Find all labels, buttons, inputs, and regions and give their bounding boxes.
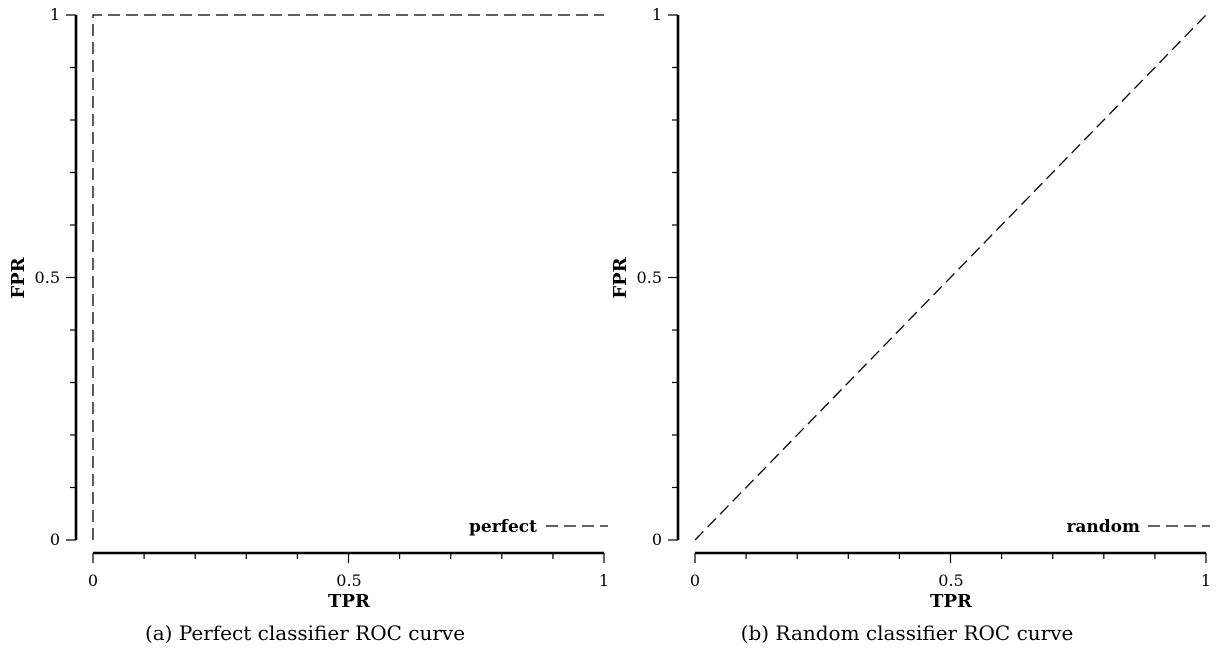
x-tick-label-0: 0 — [88, 571, 98, 590]
ticks-panel-b — [668, 14, 1207, 563]
y-tick-label-0: 0 — [50, 530, 60, 549]
x-axis-label: TPR — [930, 591, 973, 612]
caption-b: (b) Random classifier ROC curve — [741, 621, 1074, 645]
y-tick-label-0: 0 — [652, 530, 662, 549]
ticks-panel-a — [66, 14, 605, 563]
series-panel-a — [92, 14, 604, 540]
y-tick-label-2: 1 — [50, 5, 60, 24]
x-tick-label-2: 1 — [599, 571, 609, 590]
chart-panel-a: 0 0.5 1 0 0.5 1 TPR FPR perfect (a) Perf… — [8, 5, 609, 645]
series-line-perfect — [92, 14, 604, 540]
x-tick-label-2: 1 — [1201, 571, 1211, 590]
axes-panel-a — [74, 15, 604, 555]
x-tick-label-0: 0 — [690, 571, 700, 590]
y-tick-label-2: 1 — [652, 5, 662, 24]
caption-a: (a) Perfect classifier ROC curve — [145, 621, 465, 645]
y-axis-label: FPR — [610, 256, 631, 298]
x-tick-label-1: 0.5 — [336, 571, 361, 590]
legend-label-perfect: perfect — [469, 517, 537, 537]
legend-label-random: random — [1066, 517, 1140, 537]
series-line-random — [694, 14, 1207, 541]
x-axis-label: TPR — [328, 591, 371, 612]
series-panel-b — [694, 14, 1207, 541]
y-tick-label-1: 0.5 — [35, 268, 60, 287]
chart-panel-b: 0 0.5 1 0 0.5 1 TPR FPR random (b) Rando… — [610, 5, 1211, 645]
y-axis-label: FPR — [8, 256, 29, 298]
x-tick-label-1: 0.5 — [938, 571, 963, 590]
y-tick-label-1: 0.5 — [637, 268, 662, 287]
